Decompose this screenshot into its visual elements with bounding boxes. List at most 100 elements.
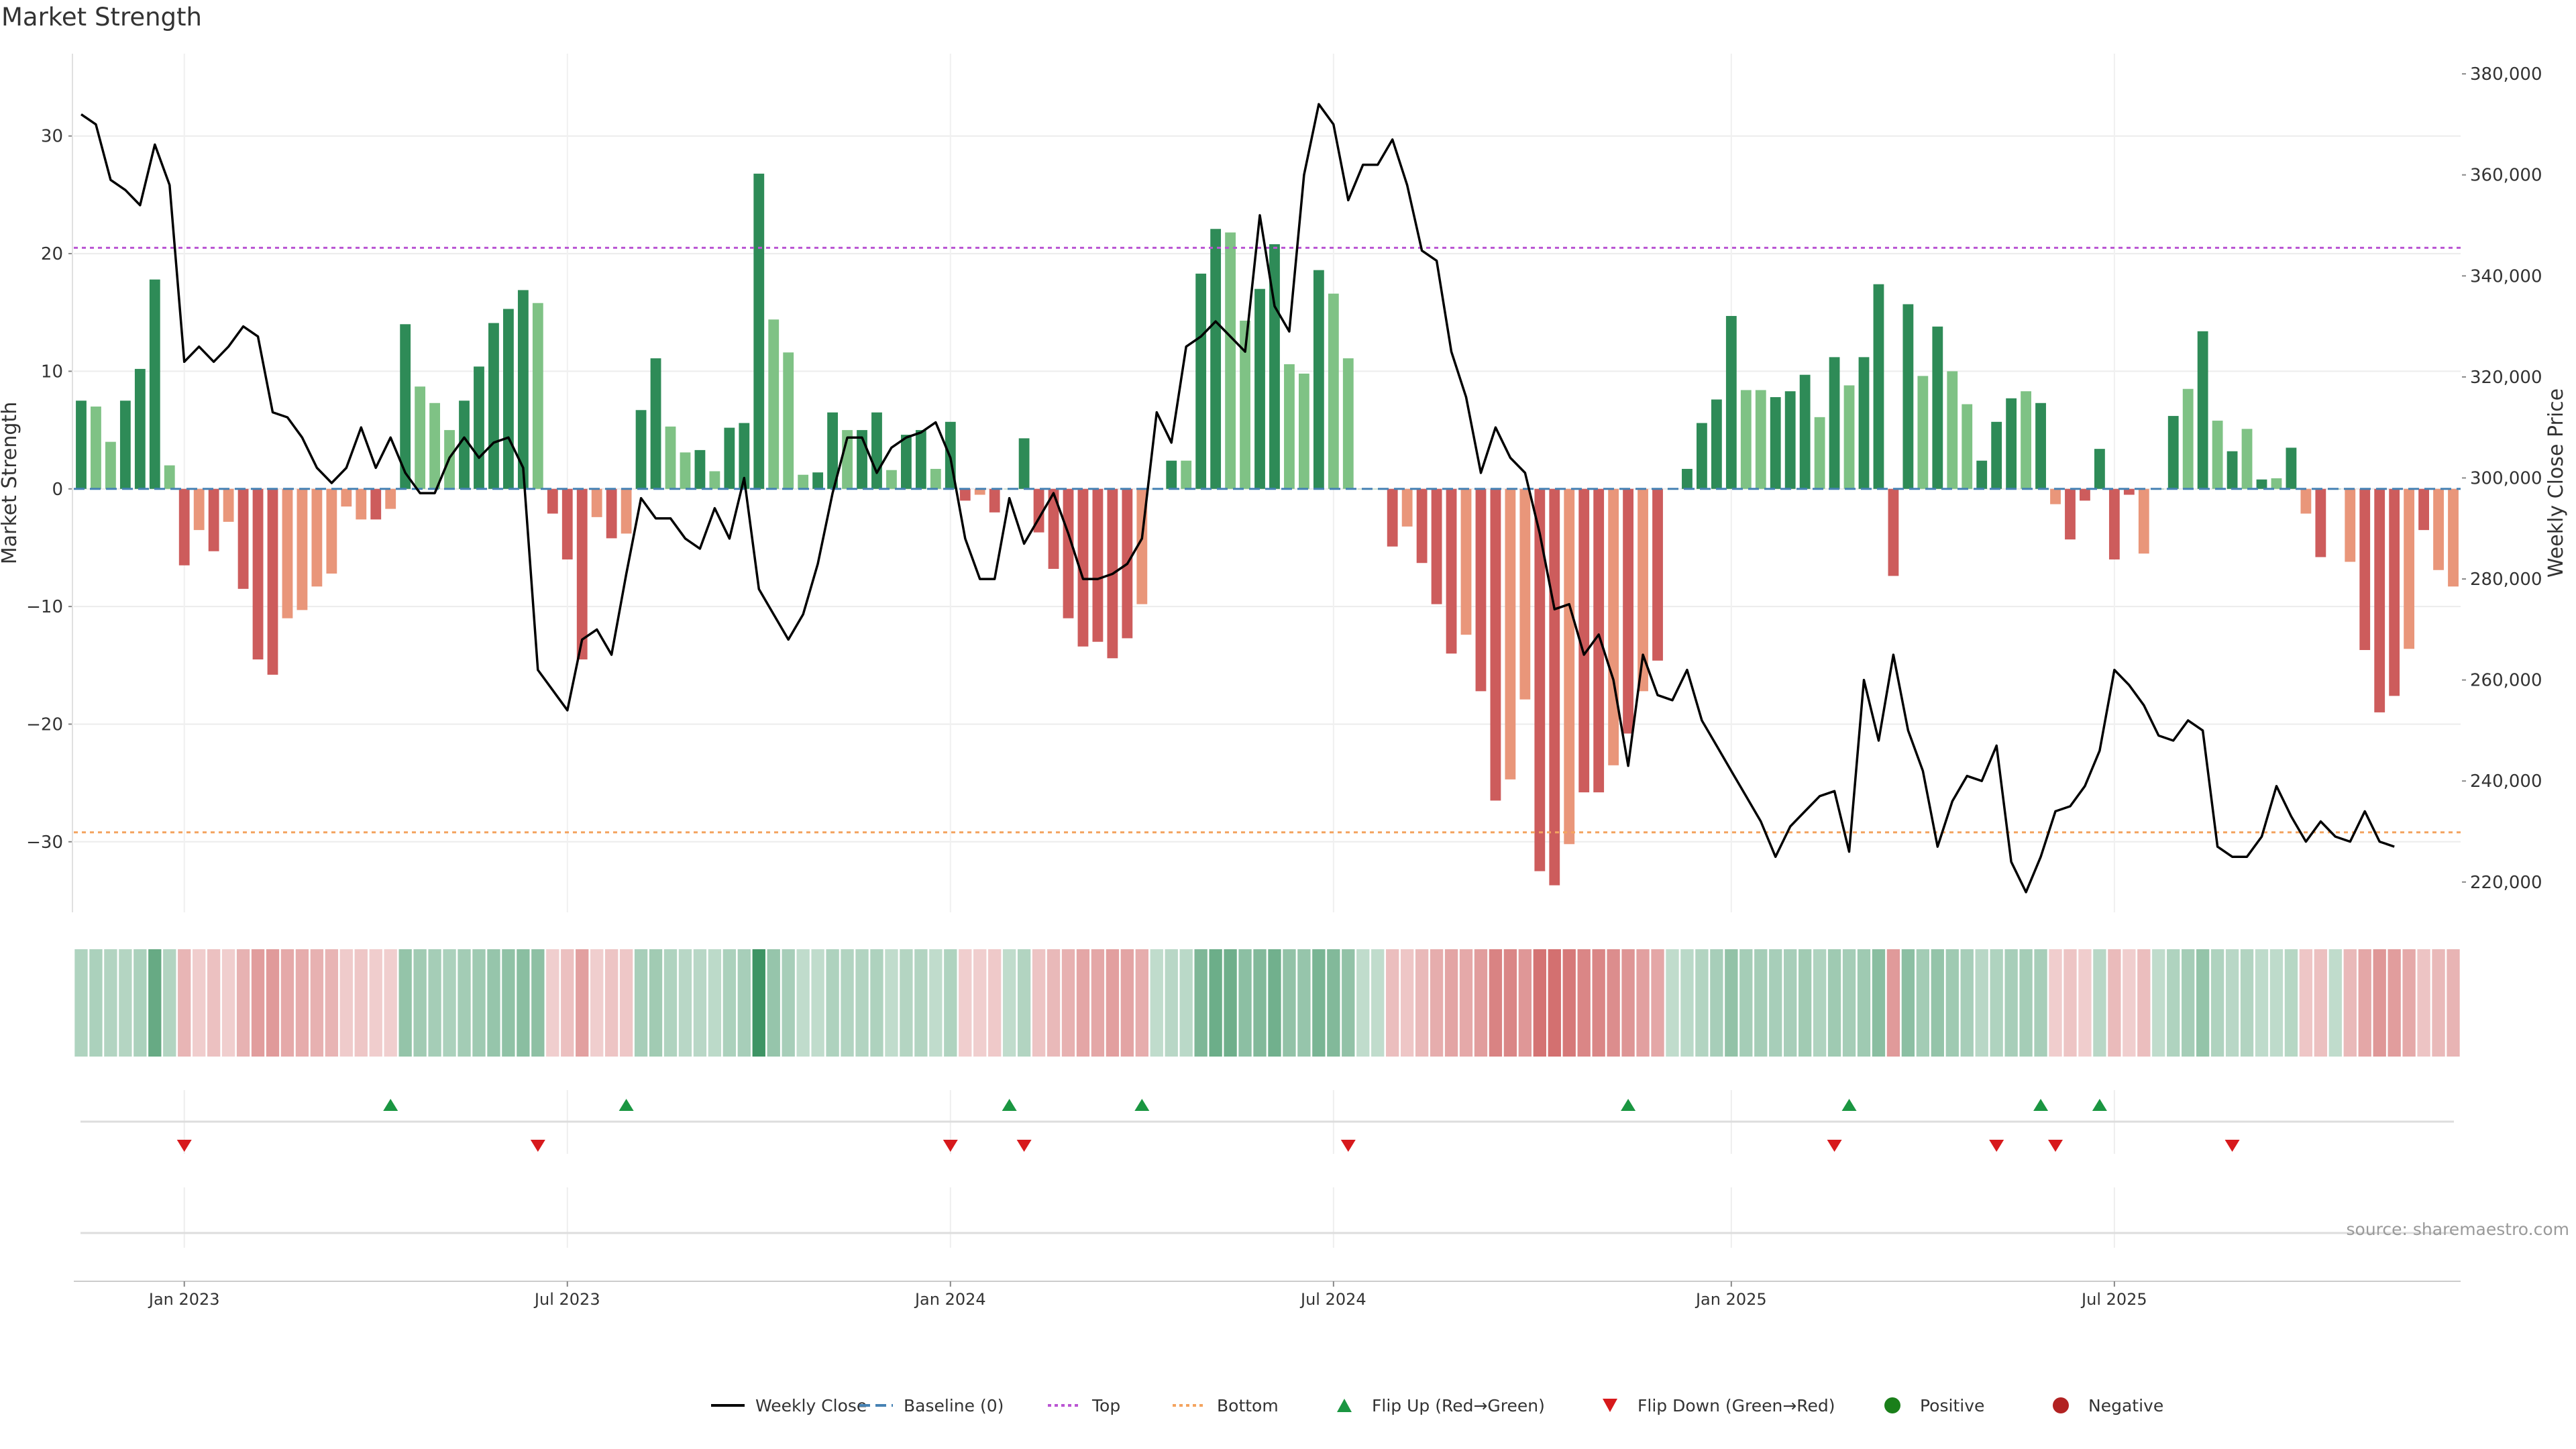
strength-bar	[2241, 429, 2253, 489]
strength-bar	[621, 488, 632, 534]
strength-strip-cell	[398, 949, 412, 1057]
strength-bar	[1446, 488, 1457, 654]
strength-strip-cell	[1238, 949, 1252, 1057]
strength-strip-cell	[2269, 949, 2284, 1057]
strength-bar	[1858, 357, 1870, 489]
strength-bar	[76, 400, 87, 489]
strength-strip-cell	[1002, 949, 1016, 1057]
legend-label: Bottom	[1217, 1396, 1279, 1415]
legend-label: Negative	[2088, 1396, 2163, 1415]
flip-up-marker	[1002, 1099, 1017, 1111]
strength-bar	[400, 324, 411, 489]
strength-strip-cell	[2343, 949, 2357, 1057]
strength-strip-cell	[1607, 949, 1620, 1057]
strength-strip-cell	[1489, 949, 1503, 1057]
x-tick-label: Jan 2025	[1695, 1290, 1767, 1309]
left-tick-label: 0	[52, 480, 63, 500]
strength-bar	[635, 410, 647, 489]
strength-strip-cell	[1739, 949, 1753, 1057]
strength-strip-cell	[1651, 949, 1664, 1057]
strength-strip-cell	[280, 949, 294, 1057]
strength-bar	[753, 173, 765, 489]
strength-bar	[2021, 391, 2031, 489]
strength-strip-cell	[1621, 949, 1635, 1057]
flip-down-marker	[1827, 1140, 1842, 1152]
strength-strip-cell	[988, 949, 1002, 1057]
source-note: source: sharemaestro.com	[2346, 1220, 2570, 1239]
strength-strip-cell	[2299, 949, 2313, 1057]
strength-bar	[1755, 390, 1766, 489]
strength-bar	[282, 488, 293, 619]
legend-label: Baseline (0)	[904, 1396, 1004, 1415]
strength-strip-cell	[973, 949, 987, 1057]
strength-strip-cell	[1916, 949, 1930, 1057]
strength-strip-cell	[663, 949, 678, 1057]
strength-strip-cell	[782, 949, 795, 1057]
strength-strip-cell	[2387, 949, 2401, 1057]
strength-strip-cell	[619, 949, 633, 1057]
strength-strip-cell	[413, 949, 427, 1057]
strength-strip-cell	[855, 949, 869, 1057]
strength-bar	[680, 452, 691, 489]
strength-bar	[1623, 488, 1633, 734]
strength-bar	[901, 435, 912, 489]
strength-bar	[915, 430, 926, 489]
strength-strip-cell	[1415, 949, 1429, 1057]
strength-bar	[650, 358, 661, 489]
strength-strip-cell	[2314, 949, 2328, 1057]
strength-strip-cell	[1342, 949, 1355, 1057]
strength-strip-cell	[1150, 949, 1163, 1057]
flip-down-marker	[530, 1140, 545, 1152]
strength-strip-cell	[310, 949, 324, 1057]
strength-bar	[1638, 488, 1648, 692]
strength-strip-cell	[708, 949, 722, 1057]
strength-strip-cell	[885, 949, 898, 1057]
strength-bar	[1077, 488, 1089, 647]
strength-strip-cell	[2373, 949, 2386, 1057]
strength-bar	[370, 488, 382, 520]
strength-strip-cell	[236, 949, 250, 1057]
strength-strip-cell	[2019, 949, 2033, 1057]
strength-bar	[2359, 488, 2371, 650]
strength-strip-cell	[1194, 949, 1208, 1057]
strength-bar	[2197, 331, 2208, 489]
strength-bar	[2315, 488, 2326, 557]
strength-bar	[2404, 488, 2415, 649]
strength-strip-cell	[1046, 949, 1061, 1057]
strength-bar	[503, 309, 514, 489]
strength-strip-cell	[796, 949, 810, 1057]
x-tick-label: Jan 2023	[148, 1290, 220, 1309]
strength-strip-cell	[2063, 949, 2077, 1057]
strength-bar	[665, 426, 676, 489]
strength-bar	[561, 488, 573, 559]
strength-bar	[2065, 488, 2076, 540]
strength-bar	[1711, 399, 1722, 489]
strength-bar	[2094, 449, 2105, 489]
strength-strip-cell	[1842, 949, 1856, 1057]
strength-bar	[1313, 270, 1324, 489]
strength-bar	[134, 368, 146, 489]
legend-flip-down-swatch	[1603, 1399, 1617, 1412]
strength-strip-cell	[1253, 949, 1267, 1057]
strength-strip-cell	[870, 949, 883, 1057]
strength-bar	[1416, 488, 1428, 564]
strength-bar	[547, 488, 558, 514]
strength-bar	[2182, 388, 2194, 489]
strength-strip-cell	[1990, 949, 2003, 1057]
strength-strip-cell	[1312, 949, 1326, 1057]
strength-bar	[1431, 488, 1442, 604]
strength-bar	[1401, 488, 1413, 527]
strength-strip-cell	[133, 949, 147, 1057]
strength-bar	[517, 290, 529, 489]
strength-strip-cell	[1327, 949, 1340, 1057]
strength-bar	[2374, 488, 2385, 712]
legend-item-dash: Baseline (0)	[859, 1396, 1004, 1415]
flip-down-marker	[1016, 1140, 1032, 1152]
strength-strip-cell	[900, 949, 913, 1057]
strength-strip-cell	[1636, 949, 1650, 1057]
strength-bar	[1166, 460, 1177, 489]
strength-strip-cell	[502, 949, 515, 1057]
strength-strip-cell	[458, 949, 471, 1057]
strength-strip-cell	[752, 949, 765, 1057]
strength-strip-cell	[1503, 949, 1517, 1057]
